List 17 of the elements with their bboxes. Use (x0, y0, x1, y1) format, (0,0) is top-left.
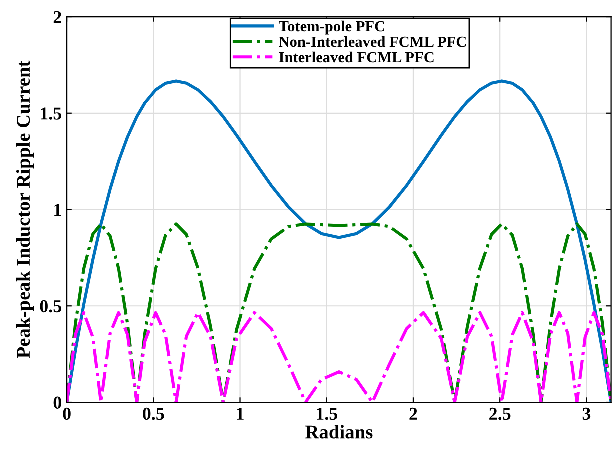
x-tick-label: 1 (237, 408, 244, 420)
y-axis-title: Peak-peak Inductor Ripple Current (16, 60, 34, 358)
y-tick-label: 1.5 (41, 108, 62, 120)
y-tick-label: 0 (54, 396, 62, 409)
legend-label: Totem-pole PFC (279, 20, 384, 35)
x-tick-label: 2.5 (490, 408, 511, 420)
x-axis-title: Radians (305, 425, 373, 439)
x-tick-label: 3 (582, 408, 591, 420)
y-tick-label: 2 (54, 11, 62, 24)
x-tick-label: 2 (410, 408, 418, 420)
x-tick-label: 1.5 (317, 408, 338, 420)
y-tick-label: 0.5 (40, 300, 62, 313)
y-tick-label: 1 (54, 204, 62, 216)
legend-label: Interleaved FCML PFC (279, 52, 434, 63)
legend-label: Non-Interleaved FCML PFC (279, 36, 466, 48)
x-tick-label: 0.5 (143, 408, 164, 420)
x-tick-label: 0 (63, 408, 71, 420)
